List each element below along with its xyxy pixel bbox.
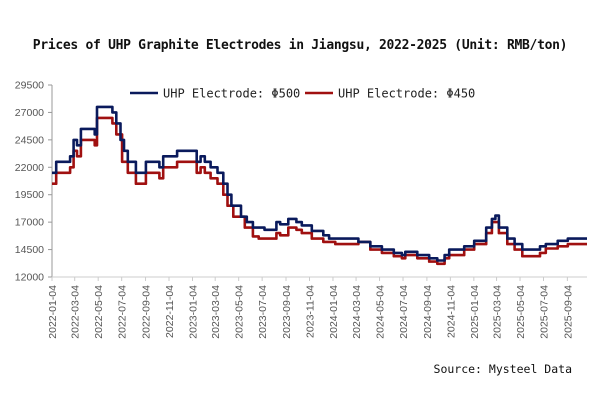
x-tick-label: 2024-05-04 (375, 285, 387, 339)
x-tick-label: 2025-09-04 (562, 285, 574, 339)
x-tick-label: 2025-07-04 (539, 285, 551, 339)
x-tick-label: 2025-03-04 (492, 285, 504, 339)
y-tick-label: 29500 (15, 80, 44, 92)
source-note: Source: Mysteel Data (433, 362, 572, 376)
y-tick-label: 19500 (15, 189, 44, 201)
x-tick-label: 2023-03-04 (210, 285, 222, 339)
x-tick-label: 2022-05-04 (93, 285, 105, 339)
x-tick-label: 2022-03-04 (70, 285, 82, 339)
y-tick-label: 24500 (15, 134, 44, 146)
y-tick-label: 14500 (15, 244, 44, 256)
x-tick-label: 2024-09-04 (422, 285, 434, 339)
x-tick-label: 2024-03-04 (351, 285, 363, 339)
x-tick-label: 2024-11-04 (445, 285, 457, 338)
y-tick-label: 17000 (15, 217, 44, 229)
x-tick-label: 2023-05-04 (234, 285, 246, 339)
x-tick-label: 2025-05-04 (515, 285, 527, 339)
series-line-phi500 (52, 105, 587, 262)
x-tick-label: 2024-01-04 (328, 285, 340, 339)
x-tick-label: 2023-01-04 (187, 285, 199, 339)
x-tick-label: 2023-11-04 (304, 285, 316, 338)
x-tick-label: 2022-01-04 (47, 285, 59, 339)
legend-label: UHP Electrode: Φ450 (338, 87, 475, 101)
x-tick-label: 2023-09-04 (281, 285, 293, 339)
series-line-phi450 (52, 116, 587, 266)
y-tick-label: 12000 (15, 272, 44, 284)
x-tick-label: 2025-01-04 (469, 285, 481, 339)
x-tick-label: 2024-07-04 (398, 285, 410, 339)
x-tick-label: 2022-09-04 (141, 285, 153, 339)
y-tick-label: 27000 (15, 107, 44, 119)
x-tick-label: 2022-11-04 (164, 285, 176, 338)
x-tick-label: 2022-07-04 (117, 285, 129, 339)
x-tick-label: 2023-07-04 (257, 285, 269, 339)
y-tick-label: 22000 (15, 162, 44, 174)
legend-label: UHP Electrode: Φ500 (163, 87, 300, 101)
chart-title: Prices of UHP Graphite Electrodes in Jia… (32, 38, 568, 53)
